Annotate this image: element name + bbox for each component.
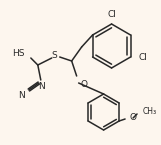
- Text: S: S: [52, 51, 58, 60]
- Text: Cl: Cl: [138, 52, 147, 61]
- Text: N: N: [38, 82, 45, 91]
- Text: O: O: [81, 80, 88, 89]
- Text: O: O: [129, 114, 136, 123]
- Text: Cl: Cl: [107, 10, 116, 19]
- Text: CH₃: CH₃: [143, 107, 157, 116]
- Text: HS: HS: [12, 49, 25, 58]
- Text: N: N: [19, 91, 25, 100]
